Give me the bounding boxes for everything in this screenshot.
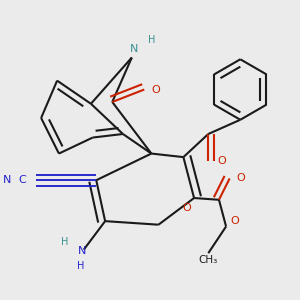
Text: O: O [183, 203, 191, 213]
Text: O: O [231, 216, 239, 226]
Text: H: H [61, 238, 68, 248]
Text: O: O [218, 156, 226, 166]
Text: O: O [151, 85, 160, 94]
Text: N: N [3, 175, 11, 185]
Text: H: H [148, 35, 155, 45]
Text: H: H [76, 261, 84, 271]
Text: O: O [237, 173, 245, 184]
Text: C: C [18, 175, 26, 185]
Text: CH₃: CH₃ [199, 255, 218, 265]
Text: N: N [78, 246, 86, 256]
Text: N: N [129, 44, 138, 54]
